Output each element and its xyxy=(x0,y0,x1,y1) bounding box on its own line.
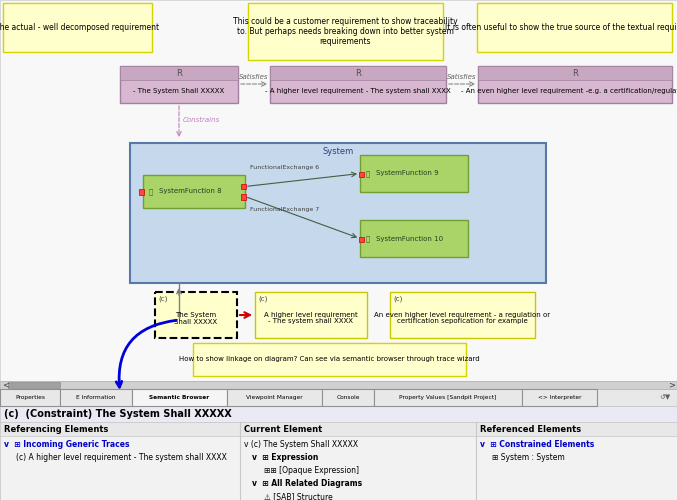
Bar xyxy=(322,389,374,406)
Text: Ⓡ: Ⓡ xyxy=(366,235,370,242)
Text: - The System Shall XXXXX: - The System Shall XXXXX xyxy=(133,88,225,94)
Bar xyxy=(227,389,322,406)
Text: Semantic Browser: Semantic Browser xyxy=(150,395,210,400)
Text: Constrains: Constrains xyxy=(183,117,220,123)
Text: E Information: E Information xyxy=(77,395,116,400)
Text: v (c) The System Shall XXXXX: v (c) The System Shall XXXXX xyxy=(244,440,358,449)
Text: The actual - well decomposed requirement: The actual - well decomposed requirement xyxy=(0,23,160,32)
Bar xyxy=(478,66,672,103)
Text: v  ⊞ All Related Diagrams: v ⊞ All Related Diagrams xyxy=(252,479,362,488)
Bar xyxy=(360,155,468,192)
Text: R: R xyxy=(176,68,182,78)
Text: R: R xyxy=(355,68,361,78)
Bar xyxy=(193,343,466,376)
Bar xyxy=(0,381,677,389)
Bar xyxy=(241,184,246,188)
Bar xyxy=(255,292,367,338)
Bar xyxy=(270,66,446,103)
Text: (c): (c) xyxy=(393,295,402,302)
Text: Properties: Properties xyxy=(15,395,45,400)
Bar xyxy=(130,143,546,283)
Text: SystemFunction 9: SystemFunction 9 xyxy=(376,170,439,176)
Text: Ⓡ: Ⓡ xyxy=(149,188,153,195)
Bar xyxy=(359,172,364,176)
Text: System: System xyxy=(322,146,353,156)
Text: How to show linkage on diagram? Can see via semantic browser through trace wizar: How to show linkage on diagram? Can see … xyxy=(179,356,480,362)
Bar xyxy=(478,66,672,80)
Text: (c)  (Constraint) The System Shall XXXXX: (c) (Constraint) The System Shall XXXXX xyxy=(4,409,232,419)
Bar xyxy=(0,422,677,436)
Text: <: < xyxy=(2,380,9,390)
Text: - A higher level requirement - The system shall XXXX: - A higher level requirement - The syste… xyxy=(265,88,451,94)
Bar xyxy=(390,292,535,338)
Text: Satisfies: Satisfies xyxy=(447,74,477,80)
Text: SystemFunction 8: SystemFunction 8 xyxy=(159,188,221,194)
Text: Referenced Elements: Referenced Elements xyxy=(480,424,581,434)
Text: (c): (c) xyxy=(258,295,267,302)
Bar xyxy=(155,292,237,338)
Text: (c): (c) xyxy=(158,295,167,302)
Text: <> Interpreter: <> Interpreter xyxy=(538,395,582,400)
Text: SystemFunction 10: SystemFunction 10 xyxy=(376,236,443,242)
Bar xyxy=(522,389,597,406)
Bar xyxy=(360,220,468,257)
Bar xyxy=(359,236,364,242)
Bar xyxy=(0,389,60,406)
Text: Referencing Elements: Referencing Elements xyxy=(4,424,108,434)
Bar xyxy=(0,406,677,500)
Text: Satisfies: Satisfies xyxy=(239,74,269,80)
FancyArrowPatch shape xyxy=(116,320,176,387)
Text: FunctionalExchange 7: FunctionalExchange 7 xyxy=(250,208,320,212)
Text: ⊞ System : System: ⊞ System : System xyxy=(492,453,565,462)
Bar xyxy=(270,66,446,80)
Bar xyxy=(241,194,246,200)
Text: The System
Shall XXXXX: The System Shall XXXXX xyxy=(175,312,217,324)
Text: This could be a customer requirement to show traceability
to. But perhaps needs : This could be a customer requirement to … xyxy=(233,16,458,46)
Text: v  ⊞ Constrained Elements: v ⊞ Constrained Elements xyxy=(480,440,594,449)
Text: Ⓡ: Ⓡ xyxy=(366,170,370,177)
Text: A higher level requirement
- The system shall XXXX: A higher level requirement - The system … xyxy=(264,312,358,324)
Text: Console: Console xyxy=(336,395,359,400)
Text: R: R xyxy=(572,68,578,78)
Bar xyxy=(60,389,132,406)
Bar xyxy=(0,389,677,406)
Bar xyxy=(477,3,672,52)
Bar xyxy=(120,66,238,103)
Bar xyxy=(139,188,144,194)
Bar xyxy=(248,3,443,60)
Text: FunctionalExchange 6: FunctionalExchange 6 xyxy=(250,166,319,170)
Text: It is often useful to show the true source of the textual requirement: It is often useful to show the true sour… xyxy=(445,23,677,32)
Text: (c) A higher level requirement - The system shall XXXX: (c) A higher level requirement - The sys… xyxy=(16,453,227,462)
Text: An even higher level requirement - a regulation or
certification sepofication fo: An even higher level requirement - a reg… xyxy=(374,312,550,324)
Text: >: > xyxy=(668,380,675,390)
Text: - An even higher level requirement -e.g. a certification/regulation: - An even higher level requirement -e.g.… xyxy=(460,88,677,94)
Text: Viewpoint Manager: Viewpoint Manager xyxy=(246,395,303,400)
Bar xyxy=(132,389,227,406)
Bar xyxy=(120,66,238,80)
Bar xyxy=(143,175,245,208)
Text: Property Values [Sandpit Project]: Property Values [Sandpit Project] xyxy=(399,395,497,400)
Bar xyxy=(8,382,60,388)
Bar xyxy=(374,389,522,406)
Text: ⊞⊞ [Opaque Expression]: ⊞⊞ [Opaque Expression] xyxy=(264,466,359,475)
Text: ↺▼: ↺▼ xyxy=(659,394,670,400)
Bar xyxy=(0,406,677,422)
Text: v  ⊞ Expression: v ⊞ Expression xyxy=(252,453,318,462)
Bar xyxy=(3,3,152,52)
Text: v  ⊞ Incoming Generic Traces: v ⊞ Incoming Generic Traces xyxy=(4,440,129,449)
Text: Current Element: Current Element xyxy=(244,424,322,434)
Bar xyxy=(0,0,677,381)
Text: ⚠ [SAB] Structure: ⚠ [SAB] Structure xyxy=(264,492,333,500)
